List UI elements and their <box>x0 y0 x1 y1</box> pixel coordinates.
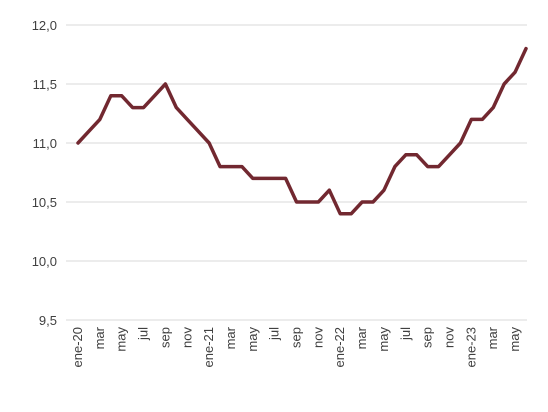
x-tick-label: nov <box>442 327 457 348</box>
x-tick-label: jul <box>136 327 151 341</box>
y-axis-labels: 12,0 11,5 11,0 10,5 10,0 9,5 <box>32 18 57 328</box>
data-point <box>121 95 123 97</box>
data-point <box>241 166 243 168</box>
data-point <box>285 177 287 179</box>
x-tick-label: ene-20 <box>70 327 85 367</box>
data-point <box>208 142 210 144</box>
data-point <box>77 142 79 144</box>
data-point <box>394 166 396 168</box>
x-tick-label: nov <box>310 327 325 348</box>
x-tick-label: sep <box>157 327 172 348</box>
data-point <box>481 118 483 120</box>
data-point <box>317 201 319 203</box>
x-tick-label: sep <box>420 327 435 348</box>
x-axis-labels: ene-20 mar may jul sep nov ene-21 mar may jul sep n… <box>70 326 522 367</box>
x-tick-label: mar <box>485 326 500 349</box>
data-point <box>328 189 330 191</box>
data-point <box>350 213 352 215</box>
data-point <box>219 166 221 168</box>
x-tick-label: may <box>507 327 522 352</box>
x-tick-label: sep <box>289 327 304 348</box>
y-tick-label: 11,5 <box>33 77 57 92</box>
data-point <box>175 107 177 109</box>
x-tick-label: may <box>376 327 391 352</box>
data-point <box>492 107 494 109</box>
data-point <box>372 201 374 203</box>
data-point <box>416 154 418 156</box>
data-point <box>427 166 429 168</box>
data-point <box>306 201 308 203</box>
data-point <box>153 95 155 97</box>
data-point <box>143 107 145 109</box>
x-tick-label: mar <box>92 326 107 349</box>
y-tick-label: 10,5 <box>32 195 57 210</box>
data-point <box>99 118 101 120</box>
gridlines <box>66 24 527 321</box>
x-tick-label: ene-23 <box>463 327 478 367</box>
data-point <box>339 213 341 215</box>
data-point <box>438 166 440 168</box>
y-tick-label: 10,0 <box>32 254 57 269</box>
y-tick-label: 9,5 <box>39 313 57 328</box>
x-tick-label: nov <box>179 327 194 348</box>
data-point <box>252 177 254 179</box>
x-tick-label: jul <box>398 327 413 341</box>
data-point <box>110 95 112 97</box>
data-point <box>449 154 451 156</box>
plot-area <box>76 46 528 216</box>
data-point <box>274 177 276 179</box>
data-point <box>383 189 385 191</box>
data-point <box>470 118 472 120</box>
y-tick-label: 12,0 <box>32 18 57 33</box>
series-line <box>76 46 528 216</box>
data-point <box>88 130 90 132</box>
data-point <box>361 201 363 203</box>
data-point <box>197 130 199 132</box>
x-tick-label: may <box>114 327 129 352</box>
data-point <box>459 142 461 144</box>
x-tick-label: jul <box>267 327 282 341</box>
x-tick-label: mar <box>354 326 369 349</box>
data-point <box>263 177 265 179</box>
data-point <box>514 71 516 73</box>
data-point <box>525 48 527 50</box>
x-tick-label: may <box>245 327 260 352</box>
data-point <box>132 107 134 109</box>
data-point <box>186 118 188 120</box>
data-point <box>296 201 298 203</box>
y-tick-label: 11,0 <box>33 136 57 151</box>
data-point <box>164 83 166 85</box>
data-point <box>503 83 505 85</box>
data-point <box>230 166 232 168</box>
x-tick-label: ene-22 <box>332 327 347 367</box>
x-tick-label: mar <box>223 326 238 349</box>
data-point <box>405 154 407 156</box>
x-tick-label: ene-21 <box>201 327 216 367</box>
